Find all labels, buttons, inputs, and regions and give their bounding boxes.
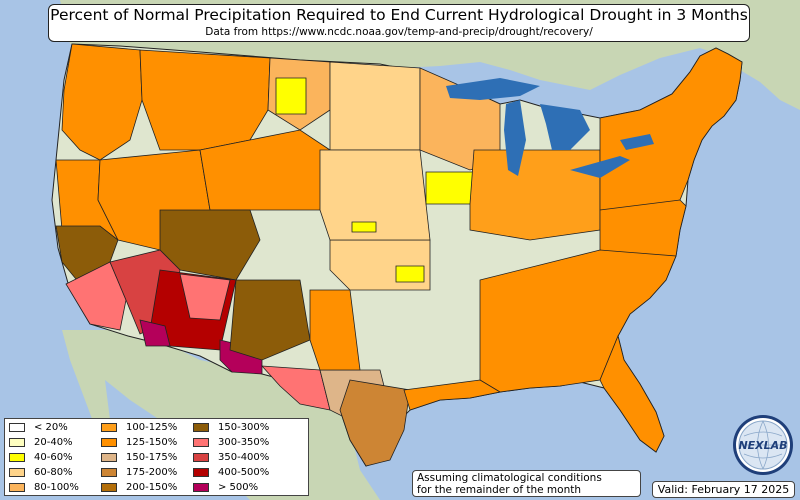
legend-label: 150-175% [126, 452, 178, 463]
legend-label: 125-150% [126, 437, 178, 448]
midwest [469, 149, 601, 241]
florida [599, 334, 665, 453]
map-title: Percent of Normal Precipitation Required… [50, 6, 748, 24]
legend-label: 300-350% [218, 437, 270, 448]
lake-michigan [504, 100, 526, 176]
title-box: Percent of Normal Precipitation Required… [48, 4, 750, 42]
legend-label: 20-40% [34, 437, 73, 448]
legend-label: 150-300% [218, 422, 270, 433]
lake-erie [570, 156, 630, 178]
legend-label: 350-400% [218, 452, 270, 463]
legend-swatch [101, 483, 117, 492]
legend-item: 200-150% [101, 481, 177, 494]
lake-superior [446, 78, 540, 100]
legend-item: 60-80% [9, 466, 73, 479]
lake-huron [540, 104, 590, 150]
new-mexico [229, 279, 311, 361]
kansas-nebraska [319, 149, 431, 241]
legend-item: 150-300% [193, 421, 269, 434]
legend-label: 200-150% [126, 482, 178, 493]
legend-item: 350-400% [193, 451, 269, 464]
arizona-pink [179, 273, 231, 321]
legend-label: 40-60% [34, 452, 73, 463]
legend-label: 80-100% [34, 482, 79, 493]
legend-label: < 20% [34, 422, 68, 433]
gulf-coast [403, 379, 502, 411]
legend-swatch [9, 438, 25, 447]
legend-item: > 500% [193, 481, 258, 494]
legend-item: 300-350% [193, 436, 269, 449]
dakotas [329, 61, 421, 151]
note-line-1: Assuming climatological conditions [417, 472, 602, 484]
valid-date: Valid: February 17 2025 [652, 481, 795, 498]
texas-panhandle [309, 289, 361, 371]
north-dakota-yellow [275, 77, 307, 115]
legend-label: 100-125% [126, 422, 178, 433]
legend-swatch [101, 468, 117, 477]
northern-rockies [139, 49, 271, 151]
legend-item: 40-60% [9, 451, 73, 464]
legend: < 20% 20-40% 40-60% 60-80% 80-100% 100-125% 12… [4, 418, 309, 496]
legend-label: > 500% [218, 482, 259, 493]
legend-swatch [9, 423, 25, 432]
legend-swatch [193, 423, 209, 432]
legend-item: < 20% [9, 421, 68, 434]
nexlab-logo: NEXLAB [733, 415, 793, 475]
legend-item: 175-200% [101, 466, 177, 479]
legend-swatch [193, 468, 209, 477]
legend-swatch [9, 468, 25, 477]
oklahoma [329, 239, 431, 291]
legend-swatch [9, 483, 25, 492]
legend-item: 125-150% [101, 436, 177, 449]
legend-item: 400-500% [193, 466, 269, 479]
kansas-yellow [351, 221, 425, 283]
south-california [65, 261, 127, 331]
legend-item: 100-125% [101, 421, 177, 434]
assumption-note: Assuming climatological conditions for t… [412, 470, 641, 497]
legend-swatch [193, 483, 209, 492]
legend-item: 20-40% [9, 436, 73, 449]
legend-swatch [101, 453, 117, 462]
legend-label: 60-80% [34, 467, 73, 478]
legend-swatch [101, 438, 117, 447]
legend-swatch [9, 453, 25, 462]
legend-item: 150-175% [101, 451, 177, 464]
west-texas [261, 365, 331, 411]
legend-label: 400-500% [218, 467, 270, 478]
legend-swatch [193, 438, 209, 447]
iowa-yellow [425, 171, 475, 205]
legend-swatch [193, 453, 209, 462]
logo-text: NEXLAB [738, 439, 787, 452]
note-line-2: for the remainder of the month [417, 484, 582, 496]
legend-item: 80-100% [9, 481, 79, 494]
lake-ontario [620, 134, 654, 150]
legend-swatch [101, 423, 117, 432]
legend-label: 175-200% [126, 467, 178, 478]
map-subtitle: Data from https://www.ncdc.noaa.gov/temp… [205, 26, 593, 38]
